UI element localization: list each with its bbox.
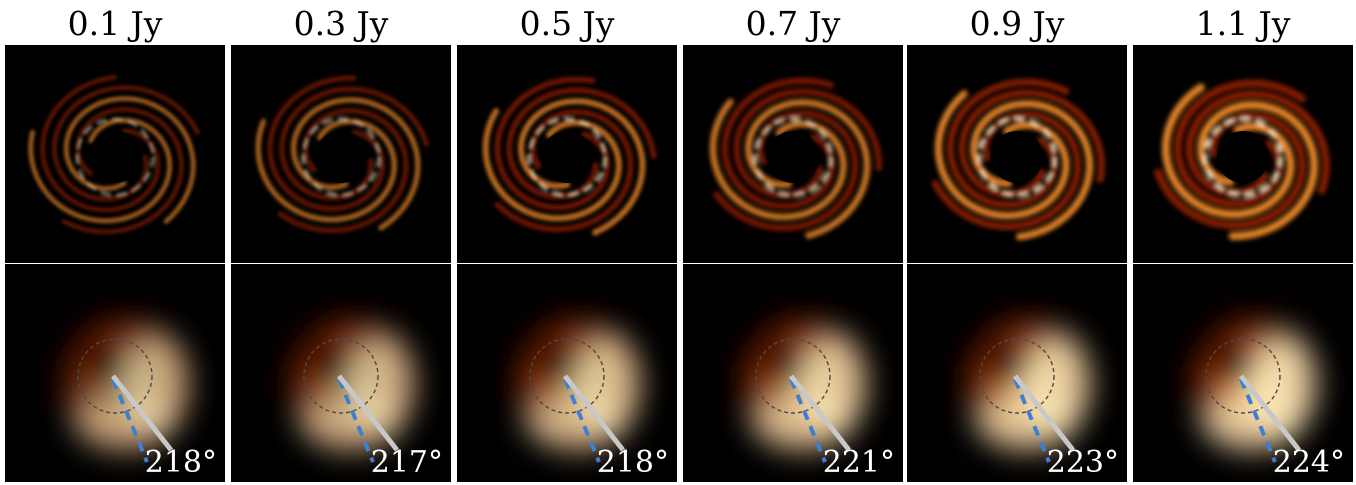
spiral-image-panel (907, 45, 1127, 263)
spiral-image (255, 75, 430, 234)
inner-ring (977, 117, 1057, 197)
blurred-image-panel: 218° (457, 264, 677, 482)
spiral-image-panel (1133, 45, 1353, 263)
spiral-arm (290, 97, 421, 231)
dashed-circle (1205, 338, 1281, 414)
spiral-image-panel (457, 45, 677, 263)
dashed-circle (979, 338, 1055, 414)
blurred-image (501, 302, 657, 466)
spiral-image-panel (683, 45, 903, 263)
spiral-arm (494, 108, 634, 233)
blurred-image-panel: 217° (231, 264, 451, 482)
spiral-arm (934, 90, 1070, 220)
flux-label: 1.1 Jy (1195, 4, 1291, 43)
angle-label: 218° (596, 445, 669, 480)
spiral-image (28, 74, 200, 235)
dashed-circle (755, 338, 831, 414)
blurred-image-panel: 221° (683, 264, 903, 482)
dashed-circle (529, 338, 605, 414)
inner-ring (527, 117, 607, 197)
blurred-image-panel: 218° (5, 264, 225, 482)
spiral-arm (255, 118, 397, 223)
dashed-direction-line (1239, 378, 1277, 463)
solid-direction-line (789, 374, 851, 452)
blurred-image-panel: 223° (907, 264, 1127, 482)
dashed-circle (77, 338, 153, 414)
angle-label: 221° (822, 445, 895, 480)
flux-label: 0.1 Jy (67, 4, 163, 43)
blurred-image (951, 302, 1107, 466)
solid-direction-line (337, 374, 399, 452)
spiral-arm (970, 100, 1094, 241)
dashed-direction-line (337, 378, 375, 463)
blurred-image (1177, 302, 1333, 466)
spiral-image (1154, 79, 1331, 241)
blurred-image (49, 302, 205, 466)
solid-direction-line (563, 374, 625, 452)
inner-ring (301, 117, 381, 197)
inner-ring (753, 117, 833, 197)
spiral-image-panel (5, 45, 225, 263)
dashed-direction-line (563, 378, 601, 463)
solid-direction-line (1013, 374, 1075, 452)
flux-label: 0.3 Jy (293, 4, 389, 43)
spiral-arm (931, 110, 1082, 231)
spiral-arm (946, 78, 1070, 209)
dashed-direction-line (789, 378, 827, 463)
spiral-image (931, 78, 1106, 241)
spiral-arm (267, 75, 386, 212)
spiral-image (709, 77, 883, 239)
inner-ring (1202, 116, 1284, 198)
spiral-arm (28, 117, 173, 224)
dashed-direction-line (111, 378, 149, 463)
angle-label: 223° (1046, 445, 1119, 480)
solid-direction-line (111, 374, 173, 452)
flux-label: 0.9 Jy (969, 4, 1065, 43)
solid-direction-line (1239, 374, 1301, 452)
blurred-image (727, 302, 883, 466)
flux-label: 0.7 Jy (745, 4, 841, 43)
angle-label: 218° (144, 445, 217, 480)
inner-ring (75, 117, 155, 197)
spiral-arm (279, 86, 430, 201)
flux-label: 0.5 Jy (519, 4, 615, 43)
spiral-arm (958, 89, 1106, 198)
blurred-image (275, 302, 431, 466)
angle-label: 217° (370, 445, 443, 480)
angle-label: 224° (1272, 445, 1345, 480)
blurred-image-panel: 224° (1133, 264, 1353, 482)
spiral-image-panel (231, 45, 451, 263)
spiral-image (482, 76, 657, 236)
dashed-direction-line (1013, 378, 1051, 463)
dashed-circle (303, 338, 379, 414)
